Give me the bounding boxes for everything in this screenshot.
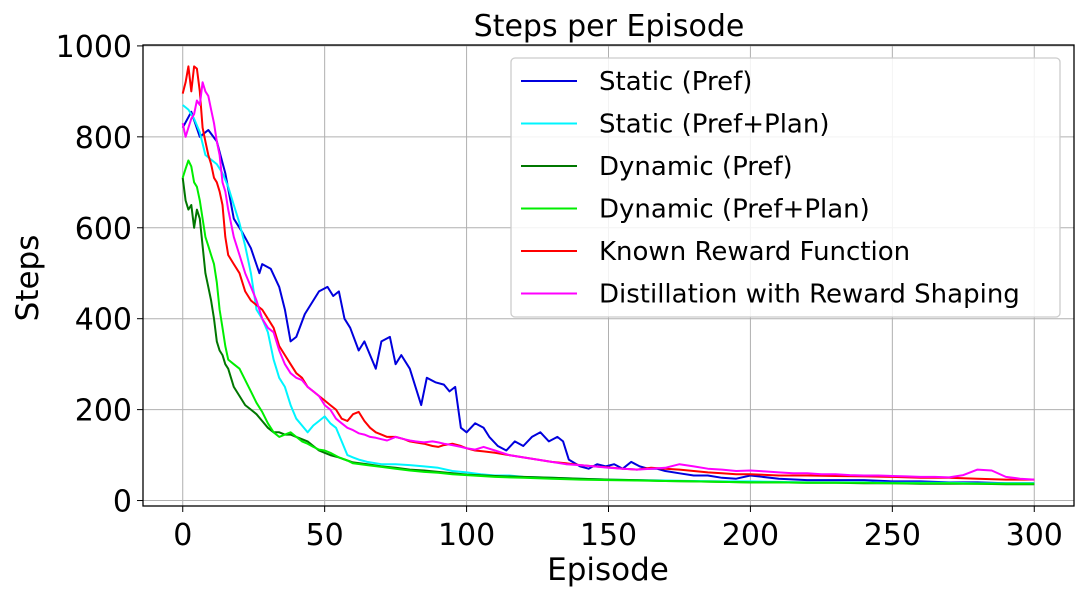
series-line-6 (181, 81, 1035, 481)
legend-label: Distillation with Reward Shaping (599, 280, 1020, 310)
x-tick-label: 50 (306, 518, 344, 553)
legend-label: Static (Pref+Plan) (599, 110, 829, 140)
legend: Static (Pref) Static (Pref+Plan) Dynamic (… (510, 57, 1061, 318)
series-line-4 (181, 159, 1035, 485)
x-tick-label: 250 (864, 518, 921, 553)
legend-label: Static (Pref) (599, 67, 752, 97)
x-tick-label: 100 (438, 518, 495, 553)
x-axis-title: Episode (547, 552, 669, 588)
y-tick-label: 1000 (56, 30, 132, 65)
x-tick-label: 200 (722, 518, 779, 553)
series-line-5 (181, 65, 1035, 481)
legend-label: Known Reward Function (599, 237, 910, 267)
x-tick-label: 150 (580, 518, 637, 553)
legend-label: Dynamic (Pref) (599, 152, 793, 182)
series-lines (181, 65, 1035, 486)
y-tick-label: 400 (75, 303, 132, 338)
legend-label: Dynamic (Pref+Plan) (599, 195, 870, 225)
series-line-1 (181, 110, 1035, 485)
y-axis-title: Steps (10, 235, 46, 322)
axis-ticks: 0 50 100 150 200 250 300 0 200 400 600 800 1000 (56, 30, 1063, 553)
y-tick-label: 800 (75, 121, 132, 156)
y-tick-label: 600 (75, 212, 132, 247)
x-tick-label: 300 (1006, 518, 1063, 553)
legend-box (510, 57, 1061, 318)
y-tick-label: 0 (113, 485, 132, 520)
y-tick-label: 200 (75, 394, 132, 429)
chart-title: Steps per Episode (474, 9, 745, 44)
x-tick-label: 0 (173, 518, 192, 553)
